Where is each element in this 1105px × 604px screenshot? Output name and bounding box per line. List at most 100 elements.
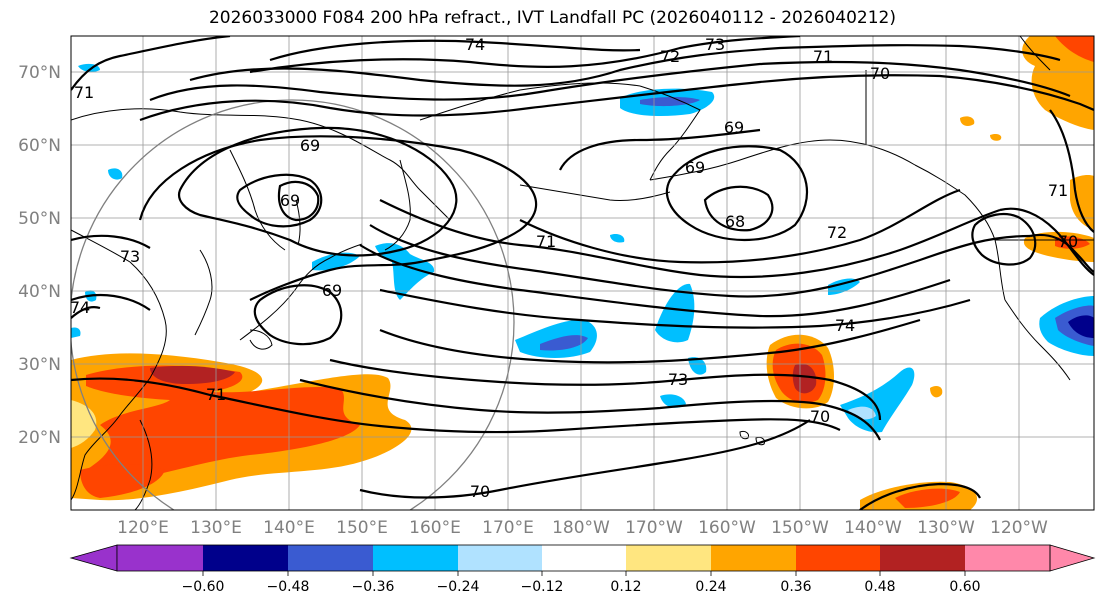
contour-label: 71 — [1048, 181, 1068, 200]
contour-label: 72 — [827, 223, 847, 242]
contour-69-ring — [177, 126, 458, 257]
contour-73-south — [329, 358, 882, 421]
negative-ivt-small-a — [108, 168, 123, 180]
contour-label: 70 — [470, 482, 490, 501]
lat-label: 30°N — [18, 355, 61, 375]
contour-69-right — [971, 212, 1037, 266]
positive-ivt-small-3 — [990, 133, 1002, 141]
contour-70-mid — [519, 188, 961, 264]
lon-label: 130°E — [190, 518, 242, 538]
contour-74-far-west — [71, 306, 101, 319]
negative-ivt-nw-pac — [375, 243, 435, 300]
coast-east-asia — [71, 229, 167, 501]
positive-ivt-peak-cpac — [792, 363, 817, 394]
negative-ivt-kuril — [312, 252, 360, 271]
lat-label: 60°N — [18, 136, 61, 156]
contour-69-bering — [559, 128, 761, 171]
contour-73-north — [249, 36, 801, 74]
contour-71-mid — [379, 199, 1001, 279]
lon-label: 170°E — [482, 518, 534, 538]
negative-ivt-alaska-core — [640, 97, 700, 107]
colorbar-tick-marks — [202, 571, 966, 576]
coast-sakhalin — [295, 199, 301, 246]
positive-ivt-core-wpac — [86, 365, 360, 480]
coast-aleutians — [519, 184, 671, 201]
contour-74-mid — [71, 288, 971, 329]
colorbar-segment — [458, 545, 542, 571]
latitude-labels: 70°N 60°N 50°N 40°N 30°N 20°N — [18, 63, 61, 448]
negative-ivt-160w — [655, 283, 695, 343]
negative-ivt-central-core — [540, 335, 588, 351]
coast-hawaii-2 — [755, 437, 765, 446]
contour-label: 74 — [465, 35, 485, 54]
contour-label: 74 — [70, 298, 90, 317]
contour-label: 70 — [810, 407, 830, 426]
lon-label: 160°W — [698, 518, 756, 538]
colorbar-tick-label: −0.36 — [352, 579, 395, 595]
contour-label: 71 — [74, 83, 94, 102]
colorbar-tick-label: −0.24 — [437, 579, 480, 595]
map-title: 2026033000 F084 200 hPa refract., IVT La… — [208, 8, 896, 28]
contour-label: 70 — [1058, 232, 1078, 251]
positive-ivt-region-yellow — [71, 400, 97, 448]
lat-label: 70°N — [18, 63, 61, 83]
coast-okhotsk — [229, 149, 286, 251]
coast-alaska-south — [649, 139, 916, 181]
contour-71-west — [71, 36, 231, 91]
contour-label-group: 74 73 72 71 70 69 69 69 68 71 72 73 74 6… — [70, 35, 1078, 501]
colorbar-segment — [203, 545, 288, 571]
contour-72-north — [189, 44, 1061, 87]
contour-70-big-loop — [138, 135, 538, 301]
contour-label: 68 — [725, 212, 745, 231]
map-border — [70, 35, 1095, 511]
lat-label: 40°N — [18, 282, 61, 302]
contour-72-south — [299, 378, 881, 441]
negative-ivt-small-d — [71, 327, 81, 338]
colorbar: −0.60 −0.48 −0.36 −0.24 −0.12 0.12 0.24 … — [69, 544, 1096, 595]
colorbar-tick-label: 0.36 — [780, 579, 811, 595]
colorbar-tick-label: 0.48 — [864, 579, 895, 595]
positive-ivt-region-sw — [80, 464, 165, 498]
coast-us-west — [1004, 299, 1071, 381]
colorbar-tick-label: −0.48 — [267, 579, 310, 595]
contour-71-ne — [1049, 109, 1094, 233]
colorbar-segment — [542, 545, 626, 571]
contour-69-inner — [236, 173, 323, 228]
contour-label: 69 — [280, 191, 300, 210]
coast-hawaii-1 — [739, 431, 749, 440]
lon-label: 120°E — [117, 518, 169, 538]
contour-label: 71 — [206, 385, 226, 404]
contour-label: 74 — [835, 316, 855, 335]
coastlines — [71, 36, 1071, 510]
contour-74-south — [379, 318, 921, 364]
lon-label: 120°W — [990, 518, 1048, 538]
contour-68-okhotsk — [277, 180, 320, 222]
coast-alaska-west — [639, 85, 701, 181]
coast-japan — [239, 243, 363, 341]
colorbar-segment — [796, 545, 880, 571]
colorbar-segment — [288, 545, 373, 571]
contour-label: 73 — [705, 35, 725, 54]
contour-label: 73 — [120, 247, 140, 266]
contour-70-right — [1029, 233, 1094, 273]
lon-label: 150°E — [336, 518, 388, 538]
lon-label: 160°E — [409, 518, 461, 538]
contour-71-south — [71, 377, 841, 434]
positive-ivt-core-south — [895, 488, 960, 508]
contour-label: 69 — [724, 118, 744, 137]
colorbar-segment — [711, 545, 796, 571]
contour-71-right — [999, 207, 1094, 276]
contour-68-gulf — [703, 185, 774, 232]
colorbar-extend-left — [69, 544, 118, 572]
colorbar-tick-label: −0.60 — [182, 579, 225, 595]
landfall-radius-circle — [71, 99, 515, 510]
positive-ivt-small — [930, 386, 943, 398]
colorbar-tick-label: −0.12 — [521, 579, 564, 595]
contour-label: 72 — [660, 47, 680, 66]
longitude-labels: 120°E 130°E 140°E 150°E 160°E 170°E 180°… — [117, 518, 1048, 538]
negative-ivt-california-peak — [1068, 315, 1094, 338]
contour-72-mid — [369, 224, 1031, 298]
contour-71-north — [149, 60, 1071, 102]
lon-label: 140°W — [844, 518, 902, 538]
contour-label: 69 — [322, 281, 342, 300]
